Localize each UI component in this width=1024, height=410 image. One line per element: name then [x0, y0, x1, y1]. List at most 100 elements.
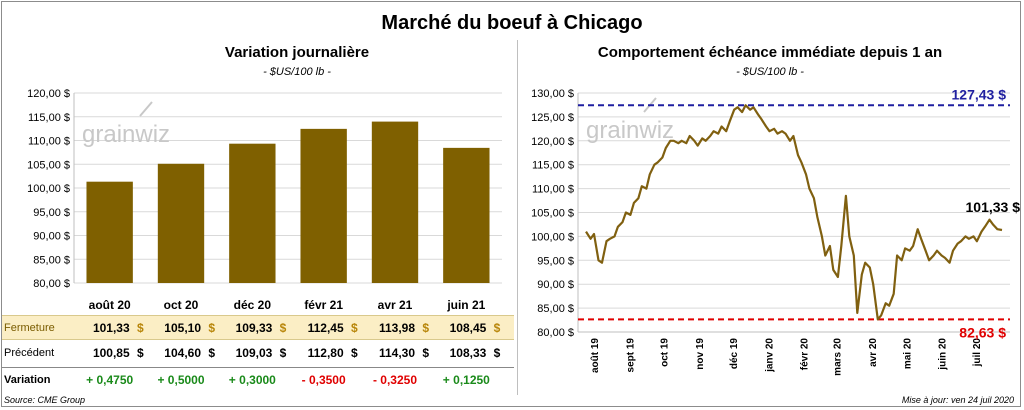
close-row: Fermeture 101,33 $105,10 $109,33 $112,45 $11…: [2, 315, 514, 340]
prev-currency: $: [350, 345, 358, 360]
line-xtick-label: avr 20: [868, 338, 879, 367]
prev-currency: $: [208, 345, 215, 360]
grainwiz-logo: grainwiz: [586, 97, 674, 144]
variation-value: + 0,5000: [157, 372, 205, 387]
close-number: 105,10: [164, 320, 201, 335]
close-value: 113,98 $: [349, 321, 429, 335]
line-ytick-label: 130,00 $: [531, 88, 574, 100]
prev-value: 100,85 $: [64, 346, 144, 360]
prev-currency: $: [279, 345, 287, 360]
line-xtick-label: sept 19: [625, 338, 636, 373]
bar-ytick-label: 120,00 $: [27, 88, 70, 100]
variation-value: - 0,3250: [372, 372, 418, 387]
prev-value: 112,80 $: [278, 346, 358, 360]
variation-value: - 0,3500: [301, 372, 346, 387]
close-label: Fermeture: [4, 321, 55, 334]
close-number: 101,33: [92, 320, 130, 335]
bar: [300, 128, 347, 283]
watermark-stroke: [139, 101, 153, 117]
prev-value: 104,60 $: [135, 346, 215, 360]
close-number: 108,45: [449, 320, 487, 335]
close-number: 113,98: [378, 320, 415, 335]
close-value: 112,45 $: [278, 321, 358, 335]
bar-category-label: juin 21: [446, 298, 485, 312]
bar: [229, 143, 276, 283]
line-ytick-label: 125,00 $: [531, 112, 574, 124]
close-value: 108,45 $: [420, 320, 501, 335]
prev-label: Précédent: [4, 346, 55, 359]
close-currency: $: [422, 320, 429, 335]
bar-ytick-label: 95,00 $: [33, 207, 70, 219]
line-ytick-label: 85,00 $: [537, 303, 574, 315]
line-xtick-label: juil 20: [972, 338, 983, 368]
line-xtick-label: janv 20: [764, 338, 775, 373]
bar: [371, 121, 419, 283]
bar: [157, 163, 205, 283]
line-xtick-label: oct 19: [660, 338, 671, 367]
line-xtick-label: août 19: [590, 338, 601, 373]
bar: [86, 181, 133, 283]
close-value: 105,10 $: [135, 321, 215, 335]
bar-chart: 80,00 $ 85,00 $ 90,00 $ 95,00 $ 100,00 $ 105,…: [27, 88, 502, 312]
prev-value: 114,30 $: [349, 346, 429, 360]
panel-divider: [517, 40, 518, 395]
price-series-line: [585, 104, 1003, 321]
bar-ytick-label: 115,00 $: [28, 112, 70, 124]
high-label: 127,43 $: [952, 86, 1007, 102]
bar-category-label: oct 20: [164, 298, 199, 312]
bar-category-label: déc 20: [234, 298, 272, 312]
prev-row: Précédent 100,85 $104,60 $ 109,03 $112,80 $11…: [2, 341, 514, 364]
close-currency: $: [493, 320, 501, 335]
bar-category-label: avr 21: [378, 298, 413, 312]
prev-currency: $: [422, 345, 429, 360]
prev-number: 100,85: [92, 345, 130, 360]
prev-currency: $: [136, 345, 144, 360]
update-note: Mise à jour: ven 24 juil 2020: [901, 395, 1014, 405]
line-ytick-label: 80,00 $: [537, 327, 574, 339]
watermark-text: grainwiz: [586, 117, 674, 144]
line-chart: 80,00 $ 85,00 $ 90,00 $ 95,00 $ 100,00 $ 105,…: [531, 86, 1021, 376]
line-ytick-label: 90,00 $: [537, 279, 574, 291]
bar-chart-title: Variation journalière: [224, 44, 370, 61]
prev-value: 108,33 $: [420, 345, 501, 360]
line-xtick-label: mai 20: [902, 338, 913, 370]
bar-ytick-label: 110,00 $: [28, 136, 70, 148]
variation-value: + 0,1250: [442, 372, 490, 387]
close-currency: $: [208, 320, 215, 335]
bar-ytick-label: 100,00 $: [27, 183, 70, 195]
close-currency: $: [350, 320, 358, 335]
bar-chart-unit: - $US/100 lb -: [263, 66, 331, 78]
bar-ytick-label: 80,00 $: [33, 278, 70, 290]
line-xtick-label: déc 19: [729, 338, 740, 370]
line-chart-unit: - $US/100 lb -: [736, 66, 804, 78]
line-xtick-label: mars 20: [833, 338, 844, 376]
line-ytick-label: 100,00 $: [531, 231, 574, 243]
watermark-text: grainwiz: [82, 121, 170, 148]
last-value-label: 101,33 $: [966, 199, 1021, 215]
prev-number: 108,33: [449, 345, 487, 360]
close-value: 101,33 $: [64, 321, 144, 335]
source-note: Source: CME Group: [4, 395, 86, 405]
line-ytick-label: 95,00 $: [537, 255, 574, 267]
close-currency: $: [279, 320, 287, 335]
line-ytick-label: 115,00 $: [532, 160, 574, 172]
prev-number: 109,03: [235, 345, 273, 360]
close-value: 109,33 $: [206, 320, 287, 335]
page-title: Marché du boeuf à Chicago: [381, 12, 643, 34]
prev-value: 109,03 $: [206, 345, 287, 360]
line-xtick-label: juin 20: [938, 338, 949, 371]
line-ytick-label: 105,00 $: [531, 208, 574, 220]
line-ytick-label: 120,00 $: [531, 136, 574, 148]
prev-currency: $: [493, 345, 501, 360]
grainwiz-logo: grainwiz: [82, 101, 170, 148]
line-xtick-label: nov 19: [695, 338, 706, 370]
low-label: 82,63 $: [959, 324, 1006, 340]
line-xtick-label: févr 20: [800, 338, 811, 371]
variation-label: Variation: [4, 373, 51, 386]
variation-value: + 0,4750: [86, 372, 134, 387]
line-chart-title: Comportement échéance immédiate depuis 1…: [597, 44, 943, 61]
close-number: 112,45: [307, 320, 344, 335]
bar-category-label: févr 21: [304, 298, 343, 312]
variation-row: Variation + 0,4750 + 0,5000 + 0,3000 - 0,35…: [2, 367, 514, 391]
